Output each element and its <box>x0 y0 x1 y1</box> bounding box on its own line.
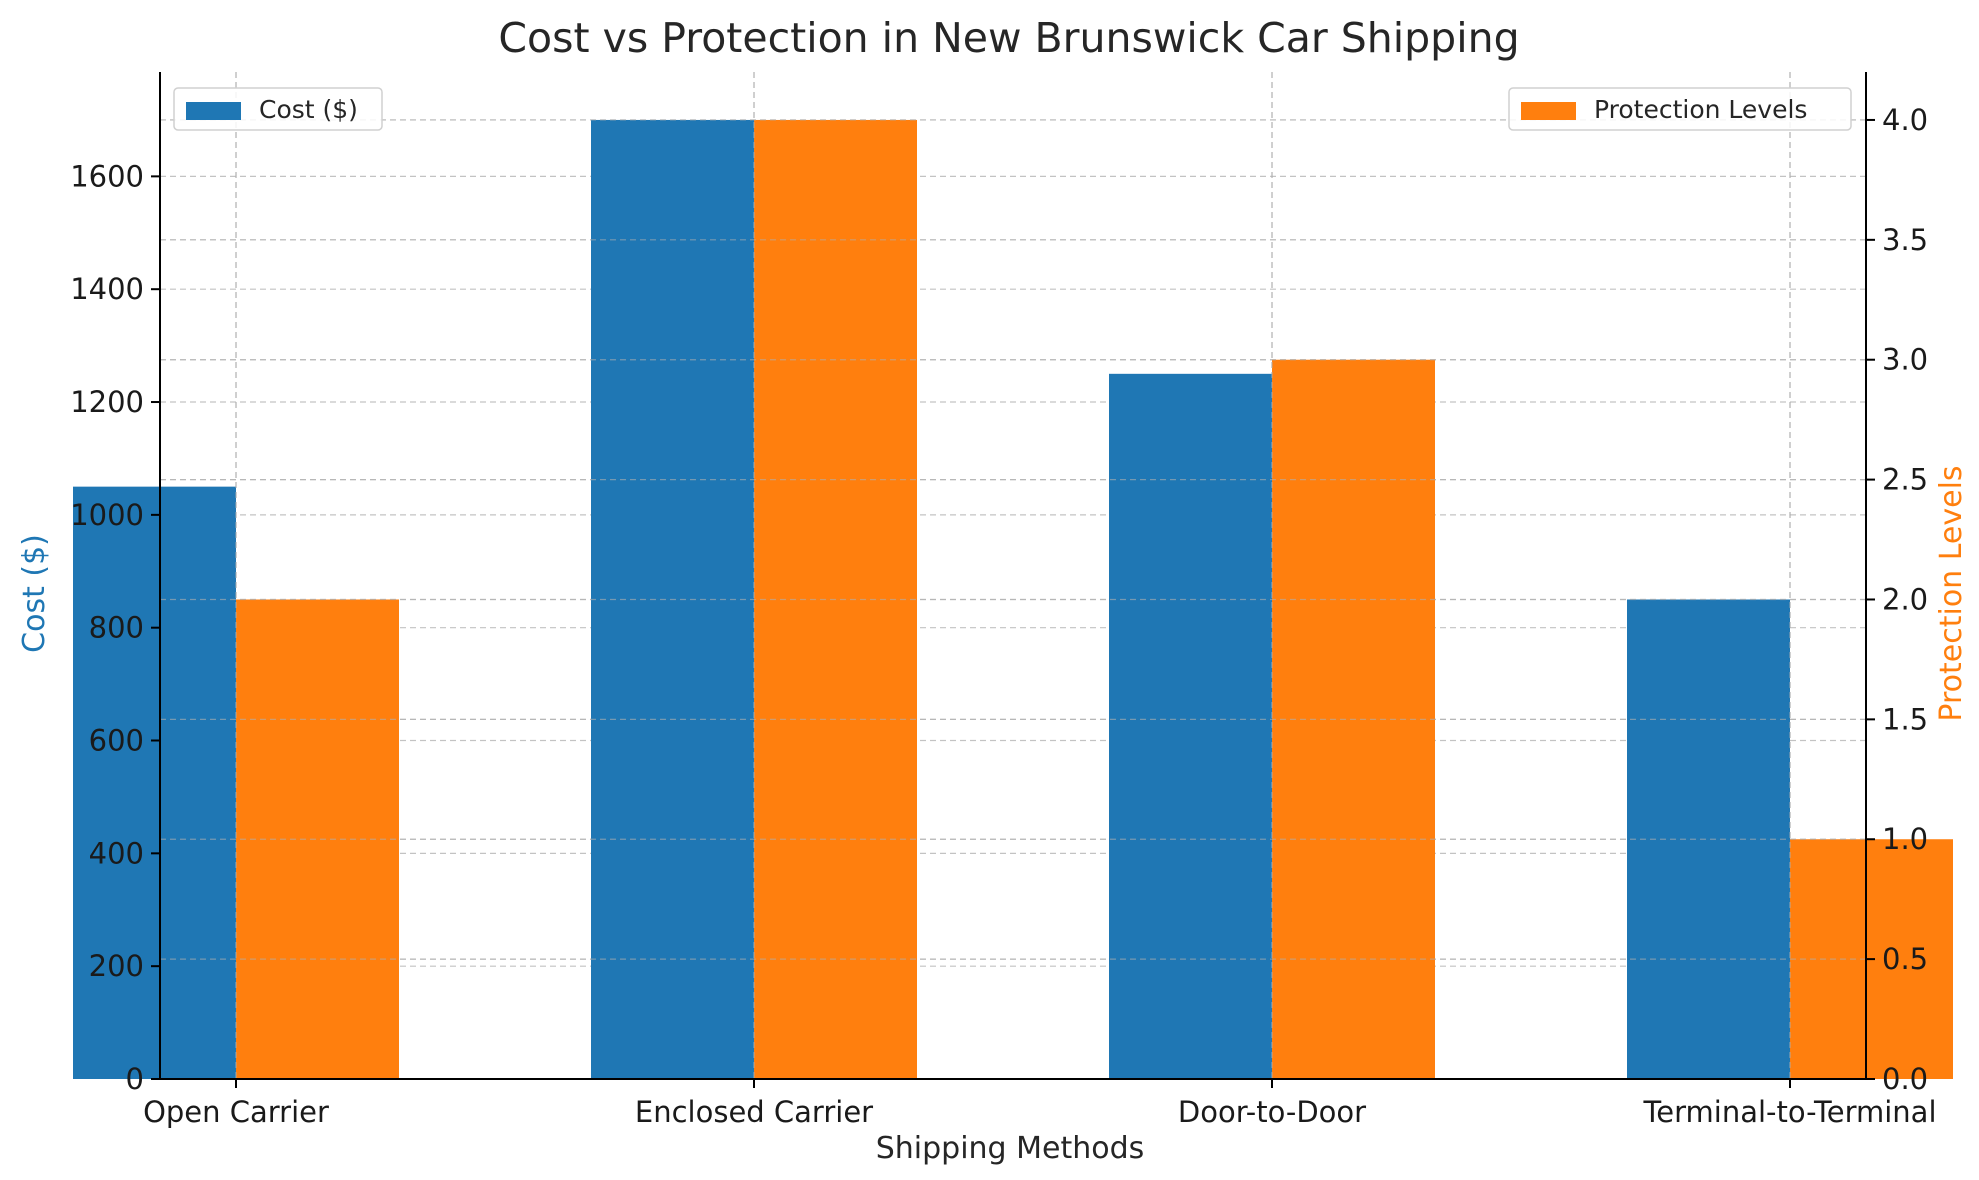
bar-cost <box>73 486 236 1079</box>
right-tick-label: 4.0 <box>1882 103 1928 137</box>
x-tick-label: Terminal-to-Terminal <box>1642 1095 1936 1129</box>
left-axis-ticks: 0 200 400 600 800 1000 1200 1400 1600 <box>70 159 160 1096</box>
right-tick-label: 1.0 <box>1882 822 1928 856</box>
left-tick-label: 1200 <box>70 385 144 419</box>
legend-frame <box>1508 87 1852 131</box>
right-tick-label: 2.0 <box>1882 582 1928 616</box>
left-tick-label: 800 <box>89 611 144 645</box>
legend-swatch <box>1521 102 1576 120</box>
left-tick-label: 1400 <box>70 272 144 306</box>
legend-protection: Protection Levels <box>1508 87 1852 131</box>
legend-cost: Cost ($) <box>173 87 383 131</box>
left-tick-label: 200 <box>89 949 144 983</box>
x-axis-ticks: Open Carrier Enclosed Carrier Door-to-Door… <box>143 1079 1937 1129</box>
x-tick-label: Open Carrier <box>143 1095 329 1129</box>
right-tick-label: 2.5 <box>1882 463 1928 497</box>
left-tick-label: 1600 <box>70 159 144 193</box>
left-tick-label: 0 <box>126 1062 144 1096</box>
x-tick-label: Door-to-Door <box>1178 1095 1366 1129</box>
right-tick-label: 0.5 <box>1882 942 1928 976</box>
left-tick-label: 1000 <box>70 498 144 532</box>
right-tick-label: 3.0 <box>1882 343 1928 377</box>
x-axis-label: Shipping Methods <box>876 1131 1145 1166</box>
right-tick-label: 0.0 <box>1882 1062 1928 1096</box>
right-tick-label: 3.5 <box>1882 223 1928 257</box>
right-y-axis-label: Protection Levels <box>1934 465 1969 721</box>
legend-label: Cost ($) <box>259 95 358 124</box>
right-axis-ticks: 0.0 0.5 1.0 1.5 2.0 2.5 3.0 3.5 4.0 <box>1866 103 1928 1096</box>
bar-cost <box>1109 373 1272 1079</box>
grid-lines <box>160 72 1866 1080</box>
x-tick-label: Enclosed Carrier <box>635 1095 873 1129</box>
bars <box>73 72 1953 1080</box>
axes <box>159 72 1867 1080</box>
right-tick-label: 1.5 <box>1882 702 1928 736</box>
legend-swatch <box>186 102 241 120</box>
left-tick-label: 600 <box>89 724 144 758</box>
left-y-axis-label: Cost ($) <box>17 534 52 653</box>
left-tick-label: 400 <box>89 836 144 870</box>
legend-label: Protection Levels <box>1594 95 1807 124</box>
chart-title: Cost vs Protection in New Brunswick Car … <box>498 14 1519 62</box>
